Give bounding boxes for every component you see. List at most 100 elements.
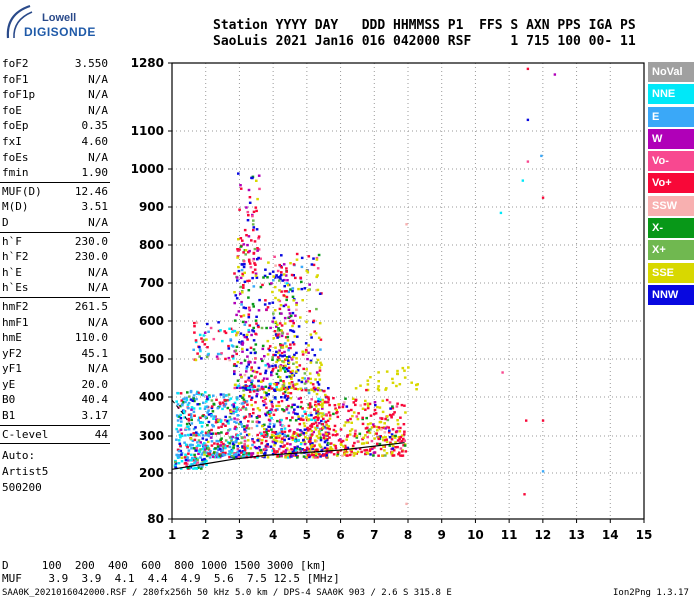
echo-point — [295, 252, 299, 256]
echo-point — [220, 437, 223, 440]
echo-point — [200, 467, 203, 470]
echo-point — [299, 433, 302, 436]
echo-point — [392, 454, 396, 457]
echo-point — [251, 214, 254, 218]
param-value: 45.1 — [81, 346, 109, 360]
echo-point — [250, 415, 253, 418]
echo-point — [268, 409, 271, 413]
echo-point — [368, 402, 372, 406]
echo-point — [279, 329, 282, 332]
echo-point — [317, 388, 320, 392]
echo-point — [307, 391, 311, 395]
echo-point — [252, 441, 256, 444]
echo-point — [187, 407, 190, 410]
echo-point — [351, 452, 354, 456]
echo-point — [318, 369, 322, 372]
echo-point — [291, 324, 294, 328]
echo-point — [253, 370, 256, 373]
echo-point — [258, 421, 261, 424]
echo-point — [303, 410, 306, 413]
echo-point — [203, 443, 207, 446]
param-value: 44 — [94, 427, 108, 441]
echo-point — [393, 436, 397, 439]
param-value: N/A — [88, 72, 108, 86]
echo-point — [354, 452, 357, 455]
echo-point — [282, 450, 285, 453]
echo-point — [268, 349, 272, 352]
echo-point — [252, 210, 256, 213]
echo-point — [178, 433, 182, 437]
echo-point — [175, 453, 178, 457]
echo-point — [357, 412, 360, 415]
echo-point — [197, 452, 200, 455]
echo-point — [354, 398, 358, 402]
echo-point — [403, 376, 407, 379]
echo-point — [265, 391, 268, 395]
echo-point — [250, 396, 254, 399]
echo-point — [392, 435, 396, 438]
echo-point — [283, 430, 287, 434]
echo-point — [221, 448, 225, 452]
echo-point — [316, 288, 320, 292]
echo-point — [324, 427, 327, 430]
y-tick-label: 1280 — [131, 56, 164, 70]
param-row: C-level 44 — [0, 427, 110, 443]
echo-point — [393, 411, 396, 414]
echo-point — [241, 274, 245, 277]
param-row: hmE 110.0 — [0, 330, 110, 346]
echo-point — [290, 358, 294, 361]
echo-point — [270, 387, 273, 390]
echo-point — [235, 297, 239, 300]
echo-point — [305, 446, 309, 449]
echo-point — [309, 411, 312, 414]
echo-point — [243, 430, 247, 433]
echo-point — [269, 411, 272, 414]
echo-point — [261, 424, 264, 428]
echo-point — [291, 436, 294, 440]
echo-point — [251, 276, 254, 280]
echo-point — [316, 358, 320, 362]
echo-point — [269, 445, 273, 448]
isolated-echo-point — [540, 154, 543, 158]
echo-point — [236, 445, 239, 448]
isolated-echo-point — [501, 371, 504, 374]
echo-point — [310, 263, 314, 266]
echo-point — [361, 416, 364, 419]
echo-point — [274, 364, 277, 367]
echo-point — [294, 412, 297, 415]
echo-point — [293, 439, 297, 442]
echo-point — [260, 385, 264, 389]
echo-point — [233, 363, 236, 366]
echo-point — [388, 444, 392, 447]
echo-point — [260, 326, 264, 330]
echo-point — [254, 357, 257, 360]
echo-point — [194, 340, 198, 344]
echo-point — [407, 366, 410, 369]
echo-point — [241, 272, 244, 276]
echo-point — [312, 430, 315, 434]
echo-point — [318, 444, 322, 448]
echo-point — [232, 357, 235, 360]
echo-point — [226, 441, 230, 444]
echo-point — [349, 429, 352, 433]
echo-point — [375, 442, 379, 445]
echo-point — [294, 436, 298, 439]
echo-point — [230, 418, 233, 421]
echo-point — [263, 391, 266, 394]
echo-point — [233, 452, 236, 455]
echo-point — [256, 451, 260, 455]
echo-point — [184, 462, 188, 465]
echo-point — [353, 441, 356, 445]
param-row: M(D) 3.51 — [0, 199, 110, 215]
echo-point — [245, 336, 248, 339]
echo-point — [193, 453, 196, 457]
echo-point — [281, 355, 284, 358]
echo-point — [244, 253, 247, 256]
echo-point — [270, 373, 273, 377]
param-row: fmin 1.90 — [0, 165, 110, 181]
echo-point — [322, 436, 326, 440]
echo-point — [217, 455, 220, 459]
echo-point — [233, 420, 236, 423]
echo-point — [310, 398, 313, 401]
echo-point — [196, 352, 199, 355]
